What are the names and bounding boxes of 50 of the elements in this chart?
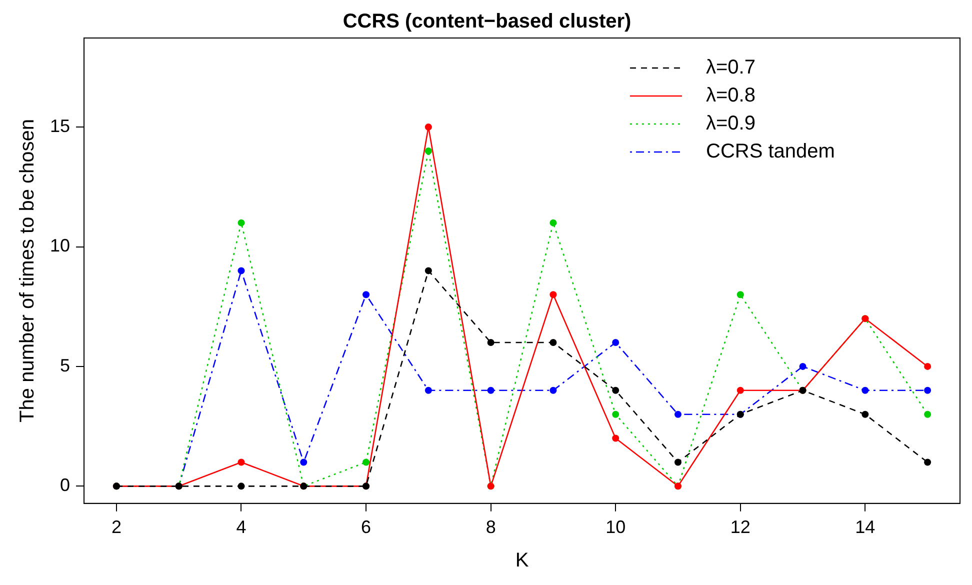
legend-label: λ=0.8 [706, 84, 756, 107]
point [862, 410, 869, 418]
point [924, 386, 932, 394]
y-tick-label: 5 [60, 355, 70, 376]
x-tick-label: 10 [606, 517, 626, 538]
point [612, 386, 620, 394]
point [424, 386, 432, 394]
point [674, 410, 682, 418]
legend-label: λ=0.9 [706, 112, 756, 135]
point [612, 339, 620, 346]
point [924, 410, 932, 418]
y-tick-label: 15 [50, 116, 70, 136]
point [238, 219, 245, 226]
x-axis-title: K [515, 550, 530, 572]
x-tick-label: 12 [730, 517, 750, 538]
x-tick-label: 2 [111, 517, 122, 538]
point [238, 267, 245, 274]
point [550, 219, 557, 226]
point [424, 148, 432, 154]
x-tick-label: 6 [361, 517, 372, 538]
legend-label: λ=0.7 [706, 56, 756, 79]
point [424, 267, 432, 274]
point [424, 124, 432, 131]
point [362, 291, 370, 298]
y-tick-label: 0 [60, 475, 70, 496]
point [362, 458, 370, 466]
point [799, 362, 806, 370]
chart-title: CCRS (content−based cluster) [342, 10, 632, 33]
point [300, 458, 308, 466]
point [550, 291, 557, 298]
legend-label: CCRS tandem [706, 140, 835, 163]
point [924, 458, 932, 466]
x-tick-label: 14 [855, 517, 876, 538]
point [674, 458, 682, 466]
y-tick-label: 10 [50, 236, 70, 256]
point [487, 339, 494, 346]
point [550, 339, 557, 346]
point [736, 291, 744, 298]
point [238, 482, 245, 490]
point [238, 458, 245, 466]
point [612, 410, 620, 418]
x-tick-label: 8 [486, 517, 496, 538]
y-axis-title: The number of times to be chosen [16, 118, 39, 422]
point [487, 386, 494, 394]
x-tick-label: 4 [236, 517, 246, 538]
point [612, 434, 620, 442]
point [924, 362, 932, 370]
point [862, 386, 869, 394]
point [550, 386, 557, 394]
point [736, 386, 744, 394]
